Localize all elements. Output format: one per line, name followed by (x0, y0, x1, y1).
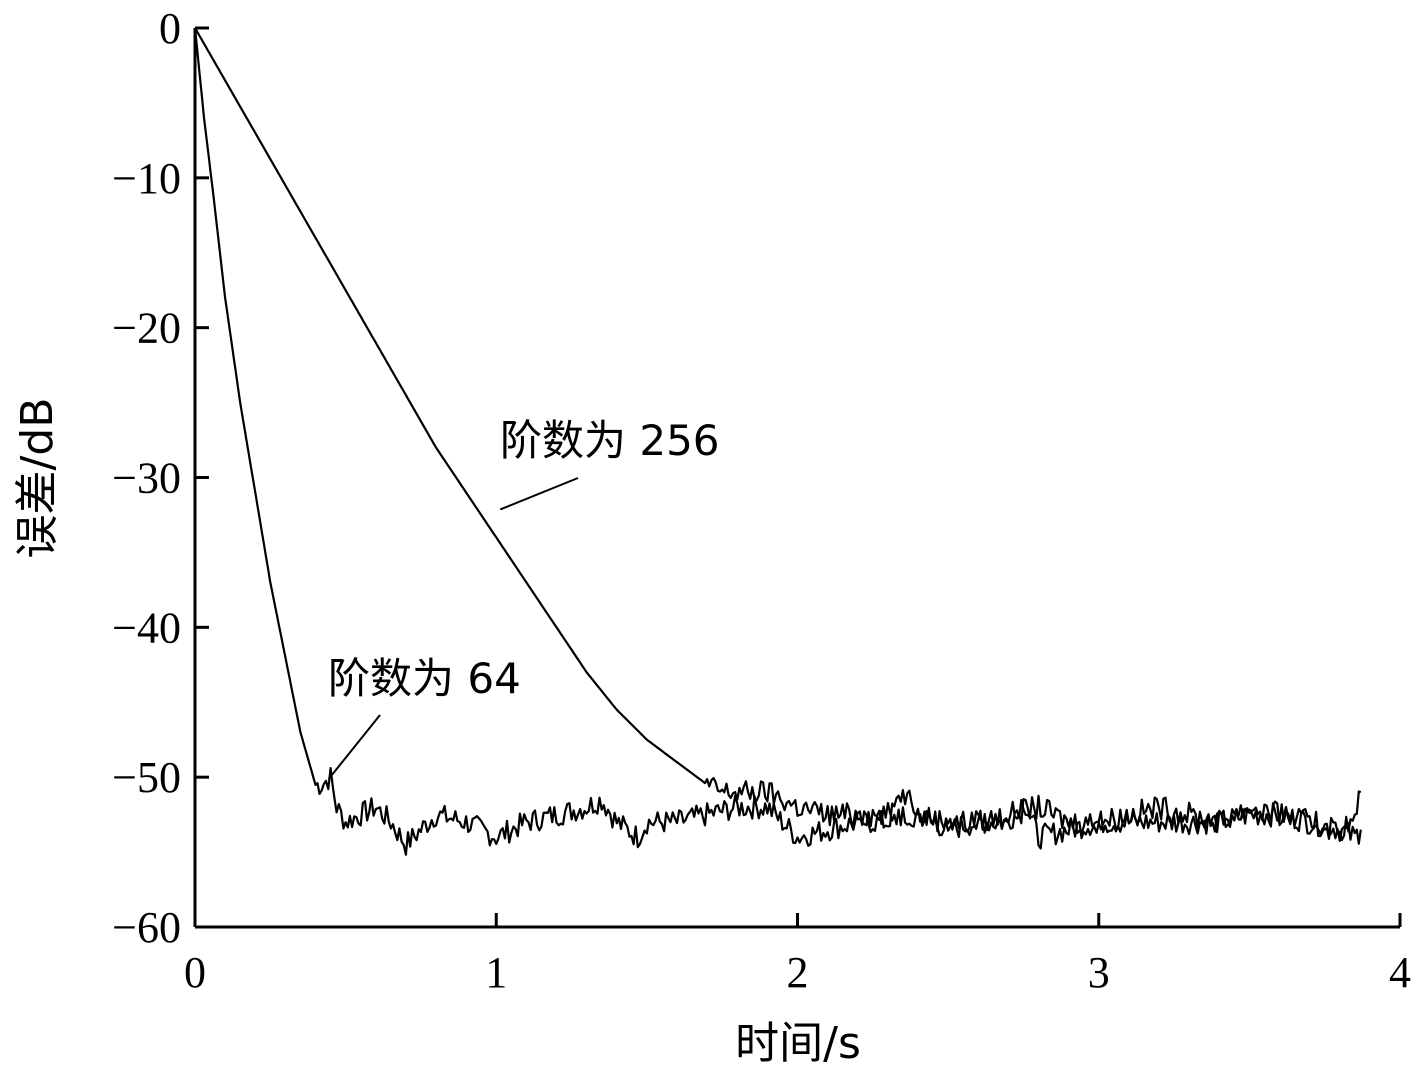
x-tick-label: 2 (787, 948, 809, 997)
y-axis-label: 误差/dB (12, 398, 63, 559)
x-axis-label: 时间/s (735, 1018, 861, 1069)
annotation-layer: 阶数为 256 阶数为 64 (327, 416, 720, 780)
series-line-1 (193, 27, 1362, 856)
y-tick-label: 0 (159, 4, 181, 53)
x-tick-label: 4 (1389, 948, 1411, 997)
x-tick-label: 1 (485, 948, 507, 997)
y-tick-label: −20 (112, 304, 181, 353)
annotation-leader (499, 477, 579, 511)
y-tick-label: −40 (112, 603, 181, 652)
annotation-label: 阶数为 64 (328, 654, 521, 703)
annotation-label: 阶数为 256 (500, 416, 720, 465)
series-line-2 (194, 27, 1362, 842)
x-tick-label: 0 (184, 948, 206, 997)
y-tick-label: −50 (112, 753, 181, 802)
axes: 0−10−20−30−40−50−600 1 2 3 4 (112, 4, 1411, 997)
x-tick-label: 3 (1088, 948, 1110, 997)
annotation-leader (327, 714, 381, 780)
series-layer (193, 27, 1362, 856)
y-tick-label: −60 (112, 903, 181, 952)
y-tick-label: −30 (112, 454, 181, 503)
y-tick-label: −10 (112, 154, 181, 203)
